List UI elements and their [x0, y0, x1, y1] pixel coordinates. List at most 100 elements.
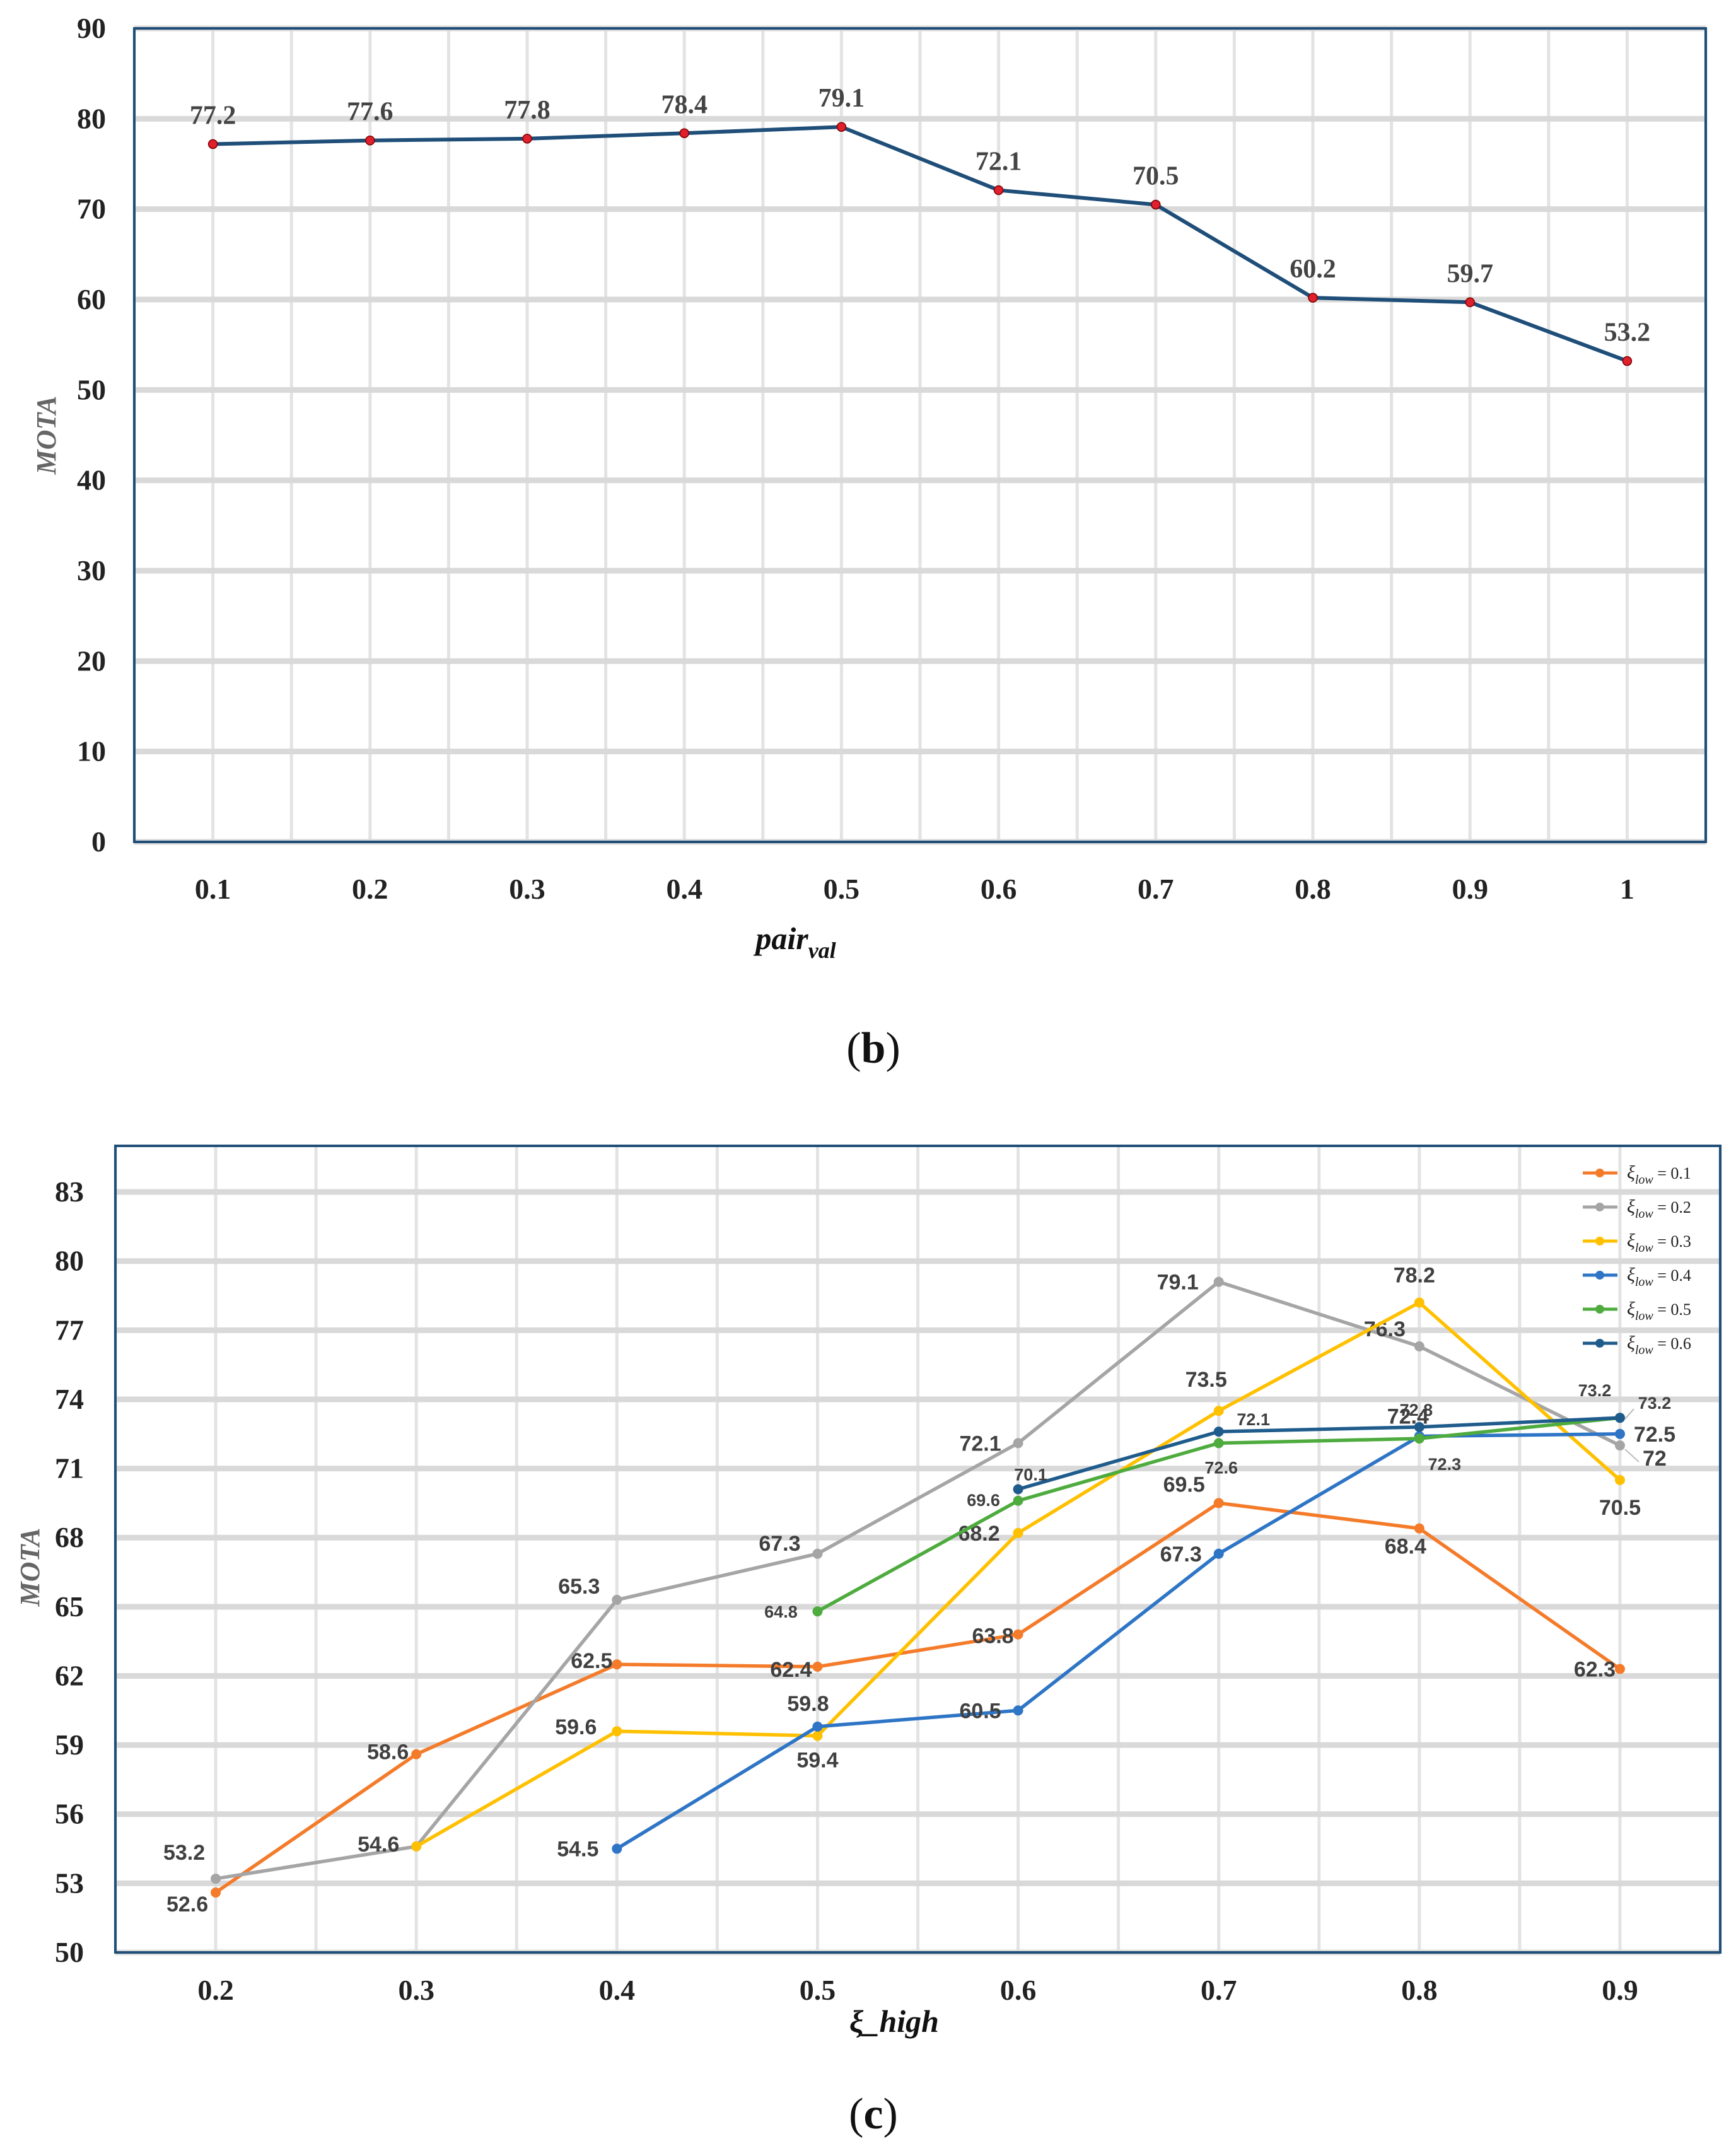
chart-b-data-point — [836, 122, 847, 132]
chart-b-data-label: 79.1 — [818, 84, 865, 113]
chart-c-series-line — [1017, 1416, 1621, 1491]
legend-subscript: low — [1635, 1207, 1654, 1221]
chart-c-data-label: 59.4 — [796, 1748, 838, 1772]
chart-c-ylabel: MOTA — [15, 1528, 45, 1607]
chart-c-plot-border — [114, 1145, 1721, 1954]
chart-b-xtick-label: 0.3 — [509, 873, 545, 905]
chart-c-caption: (c) — [849, 2090, 898, 2138]
chart-b-ytick-label: 20 — [77, 645, 106, 677]
chart-c-data-label: 58.6 — [367, 1741, 409, 1765]
legend-symbol: ξ — [1627, 1298, 1635, 1319]
chart-c-data-point — [1614, 1428, 1625, 1439]
legend-subscript: low — [1635, 1275, 1654, 1289]
chart-c-data-label: 52.6 — [166, 1893, 208, 1916]
chart-c-data-point — [1213, 1438, 1224, 1449]
chart-c: 50 53 56 59 62 65 68 71 74 77 80 83 0.2 0.3 0.4 0.5 0.6 0… — [55, 1145, 1722, 2006]
chart-c-leader-line — [1624, 1449, 1640, 1462]
chart-c-ytick-label: 71 — [55, 1452, 84, 1485]
chart-b-xtick-label: 0.7 — [1138, 873, 1174, 905]
chart-c-data-point — [1213, 1406, 1224, 1416]
legend-subscript: low — [1635, 1173, 1654, 1187]
chart-c-data-label: 62.3 — [1574, 1658, 1616, 1682]
chart-b-data-label: 70.5 — [1133, 162, 1179, 191]
chart-c-data-label: 67.3 — [759, 1532, 800, 1556]
chart-c-series-1: 52.6 58.6 62.5 62.4 63.8 69.5 68.4 62.3 — [166, 1473, 1625, 1916]
chart-c-data-label: 63.8 — [972, 1625, 1013, 1648]
chart-c-data-label: 72.1 — [959, 1432, 1001, 1456]
chart-c-data-label: 68.4 — [1385, 1535, 1426, 1559]
chart-c-xtick-label: 0.2 — [197, 1974, 234, 2006]
chart-b-xtick-label: 0.8 — [1295, 873, 1331, 905]
chart-b-data-point — [1151, 199, 1161, 210]
chart-c-data-label: 67.3 — [1160, 1543, 1202, 1566]
chart-c-legend-entry: ξlow = 0.3 — [1627, 1230, 1691, 1255]
chart-b: 0 10 20 30 40 50 60 70 80 90 0.1 0.2 0.3 0.4 0.5 0.6 0.7… — [77, 12, 1708, 905]
chart-c-xtick-label: 0.6 — [1000, 1974, 1037, 2006]
chart-c-data-label: 54.5 — [557, 1838, 598, 1862]
chart-c-xlabel: ξ_high — [849, 2004, 939, 2039]
chart-c-data-label: 72.5 — [1634, 1423, 1675, 1447]
chart-c-data-point — [1614, 1474, 1625, 1485]
chart-b-data-point — [365, 135, 375, 146]
chart-c-data-point — [612, 1594, 622, 1605]
chart-b-ytick-label: 10 — [77, 735, 106, 767]
chart-b-ytick-label: 50 — [77, 373, 106, 405]
chart-c-data-label: 69.6 — [967, 1491, 1000, 1510]
chart-c-data-point — [1414, 1341, 1424, 1351]
chart-c-data-point — [1013, 1629, 1023, 1640]
chart-b-ytick-label: 30 — [77, 554, 106, 586]
chart-c-legend-entry: ξlow = 0.4 — [1627, 1264, 1691, 1289]
chart-b-xtick-label: 0.2 — [352, 873, 388, 905]
chart-b-xtick-label: 0.4 — [666, 873, 702, 905]
chart-c-data-label: 72.6 — [1204, 1458, 1238, 1477]
chart-c-data-point — [211, 1887, 221, 1898]
chart-b-ylabel: MOTA — [31, 396, 62, 475]
chart-b-ytick-label: 60 — [77, 283, 106, 315]
chart-c-data-label: 53.2 — [163, 1841, 205, 1865]
legend-value: = 0.4 — [1653, 1266, 1691, 1285]
chart-c-ytick-label: 65 — [55, 1590, 84, 1623]
chart-c-legend-swatch-marker — [1595, 1169, 1604, 1177]
chart-b-xtick-label: 1 — [1620, 873, 1634, 905]
chart-b-xlabel-sub: val — [808, 938, 836, 963]
chart-c-xtick-label: 0.8 — [1401, 1974, 1438, 2006]
chart-b-caption-letter: b — [861, 1024, 886, 1073]
chart-c-data-label: 68.2 — [958, 1522, 999, 1546]
chart-c-ytick-label: 83 — [55, 1176, 84, 1208]
chart-b-data-point — [1308, 293, 1318, 303]
chart-c-data-label: 72.3 — [1428, 1455, 1462, 1474]
chart-b-data-point — [993, 185, 1004, 195]
chart-c-data-point — [1013, 1705, 1023, 1716]
legend-symbol: ξ — [1627, 1196, 1635, 1217]
chart-b-xtick-label: 0.6 — [981, 873, 1017, 905]
chart-c-data-label: 70.5 — [1599, 1496, 1641, 1520]
chart-c-data-label: 70.1 — [1014, 1465, 1047, 1484]
chart-c-data-label: 62.5 — [571, 1649, 612, 1673]
legend-value: = 0.6 — [1653, 1334, 1691, 1353]
chart-b-series-line — [213, 125, 1628, 363]
legend-value: = 0.5 — [1653, 1300, 1691, 1319]
chart-c-data-point — [1213, 1548, 1224, 1559]
chart-b-ytick-label: 40 — [77, 464, 106, 496]
chart-c-ytick-label: 62 — [55, 1659, 84, 1691]
chart-b-data-point — [679, 128, 689, 139]
chart-c-series-line — [215, 1280, 1621, 1881]
chart-b-data-label: 72.1 — [976, 148, 1022, 177]
chart-c-ytick-label: 56 — [55, 1798, 84, 1830]
legend-value: = 0.1 — [1653, 1164, 1691, 1182]
chart-c-data-label: 65.3 — [558, 1575, 600, 1599]
chart-c-ytick-label: 53 — [55, 1867, 84, 1899]
chart-b-caption: (b) — [846, 1024, 900, 1073]
chart-c-series-6: 70.1 72.1 72.8 73.2 — [1013, 1394, 1671, 1495]
chart-b-data-point — [1465, 297, 1475, 308]
legend-value: = 0.3 — [1653, 1232, 1691, 1251]
chart-b-ytick-label: 80 — [77, 102, 106, 134]
chart-c-legend-entry: ξlow = 0.2 — [1627, 1196, 1691, 1221]
chart-b-data-label: 60.2 — [1290, 255, 1336, 284]
chart-c-data-label: 72.8 — [1400, 1401, 1433, 1420]
chart-c-data-point — [812, 1721, 823, 1732]
chart-c-data-label: 59.8 — [787, 1692, 829, 1716]
chart-c-data-label: 78.2 — [1394, 1263, 1435, 1287]
chart-c-xtick-label: 0.5 — [800, 1974, 836, 2006]
